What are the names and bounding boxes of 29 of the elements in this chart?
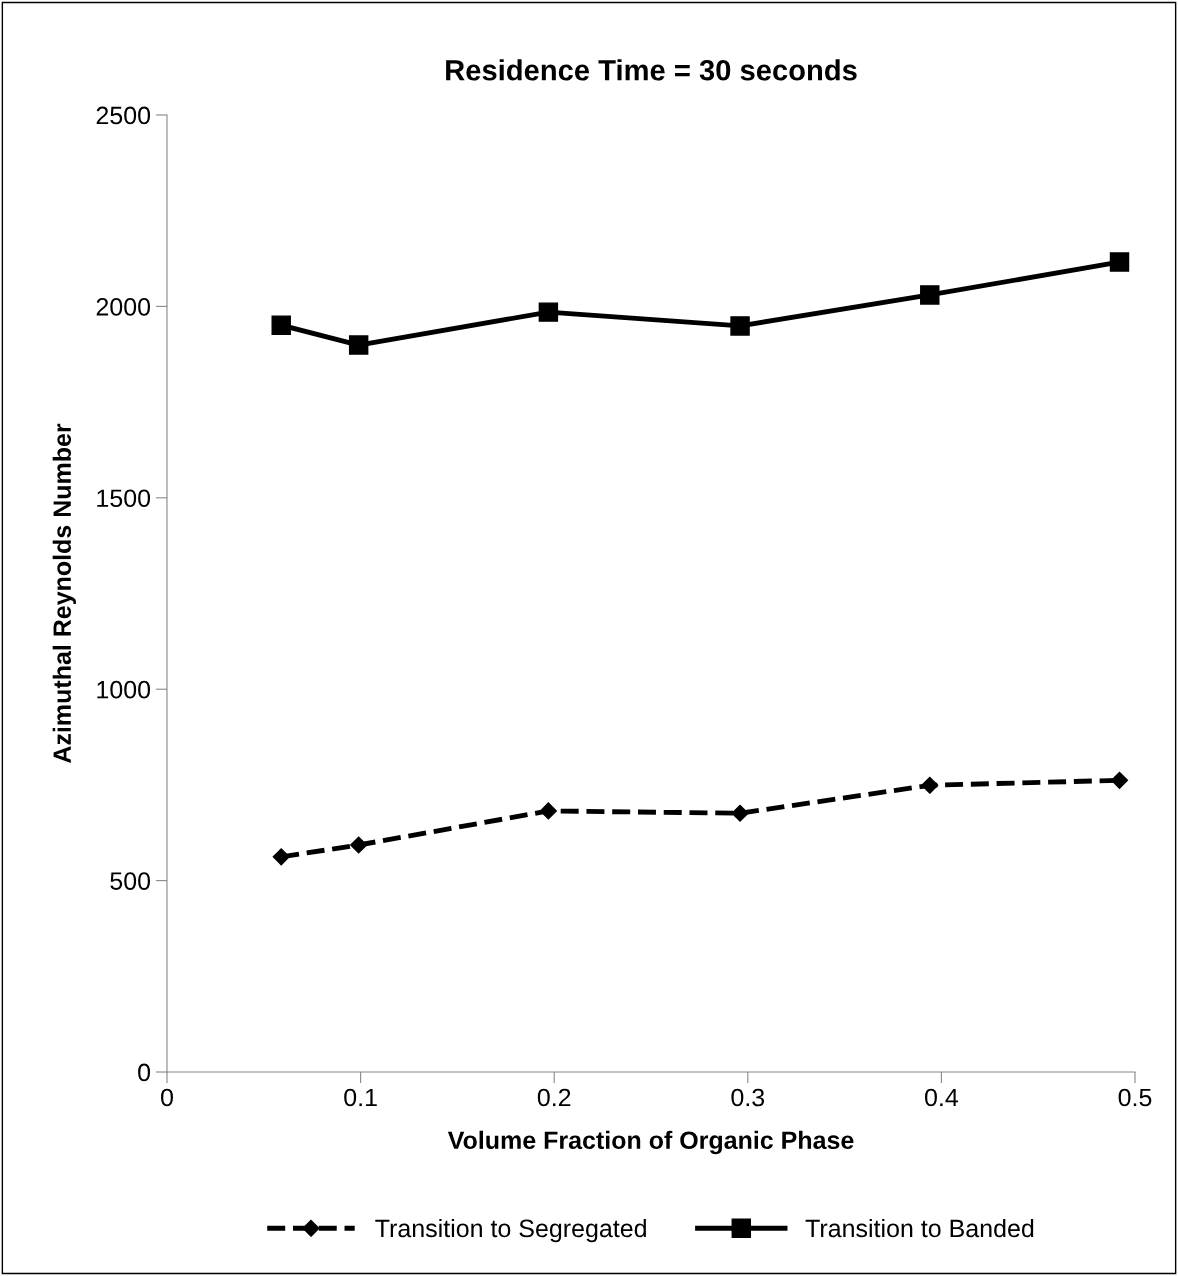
- x-tick-label: 0.4: [925, 1088, 959, 1107]
- point: [271, 315, 291, 335]
- x-tick-label: 0.2: [537, 1088, 571, 1107]
- x-tick-label: 0.3: [731, 1088, 765, 1107]
- x-tick-label: 0.1: [344, 1088, 377, 1107]
- y-tick-label: 2500: [96, 106, 151, 125]
- chart-title: Residence Time = 30 seconds: [446, 59, 857, 81]
- x-tick-label: 0.5: [1118, 1088, 1152, 1107]
- point: [539, 802, 557, 820]
- x-tick-label: 0: [161, 1088, 173, 1107]
- y-axis-title: Azimuthal Reynolds Number: [52, 423, 76, 764]
- point: [731, 804, 749, 822]
- legend-label: Transition to Banded: [805, 1218, 1034, 1238]
- point: [920, 285, 940, 305]
- y-tick-label: 0: [138, 1063, 151, 1082]
- legend-label: Transition to Segregated: [375, 1218, 646, 1243]
- y-tick-label: 1500: [97, 489, 151, 508]
- point: [1110, 771, 1129, 789]
- point: [538, 302, 559, 322]
- y-tick-label: 2000: [96, 298, 151, 316]
- point: [348, 335, 369, 355]
- point: [730, 316, 750, 336]
- x-axis-title: Volume Fraction of Organic Phase: [447, 1130, 854, 1155]
- point: [1109, 252, 1130, 272]
- point: [272, 848, 290, 866]
- y-tick-label: 1000: [97, 680, 151, 699]
- y-tick-label: 500: [110, 872, 151, 890]
- point: [350, 836, 368, 854]
- point: [921, 776, 939, 794]
